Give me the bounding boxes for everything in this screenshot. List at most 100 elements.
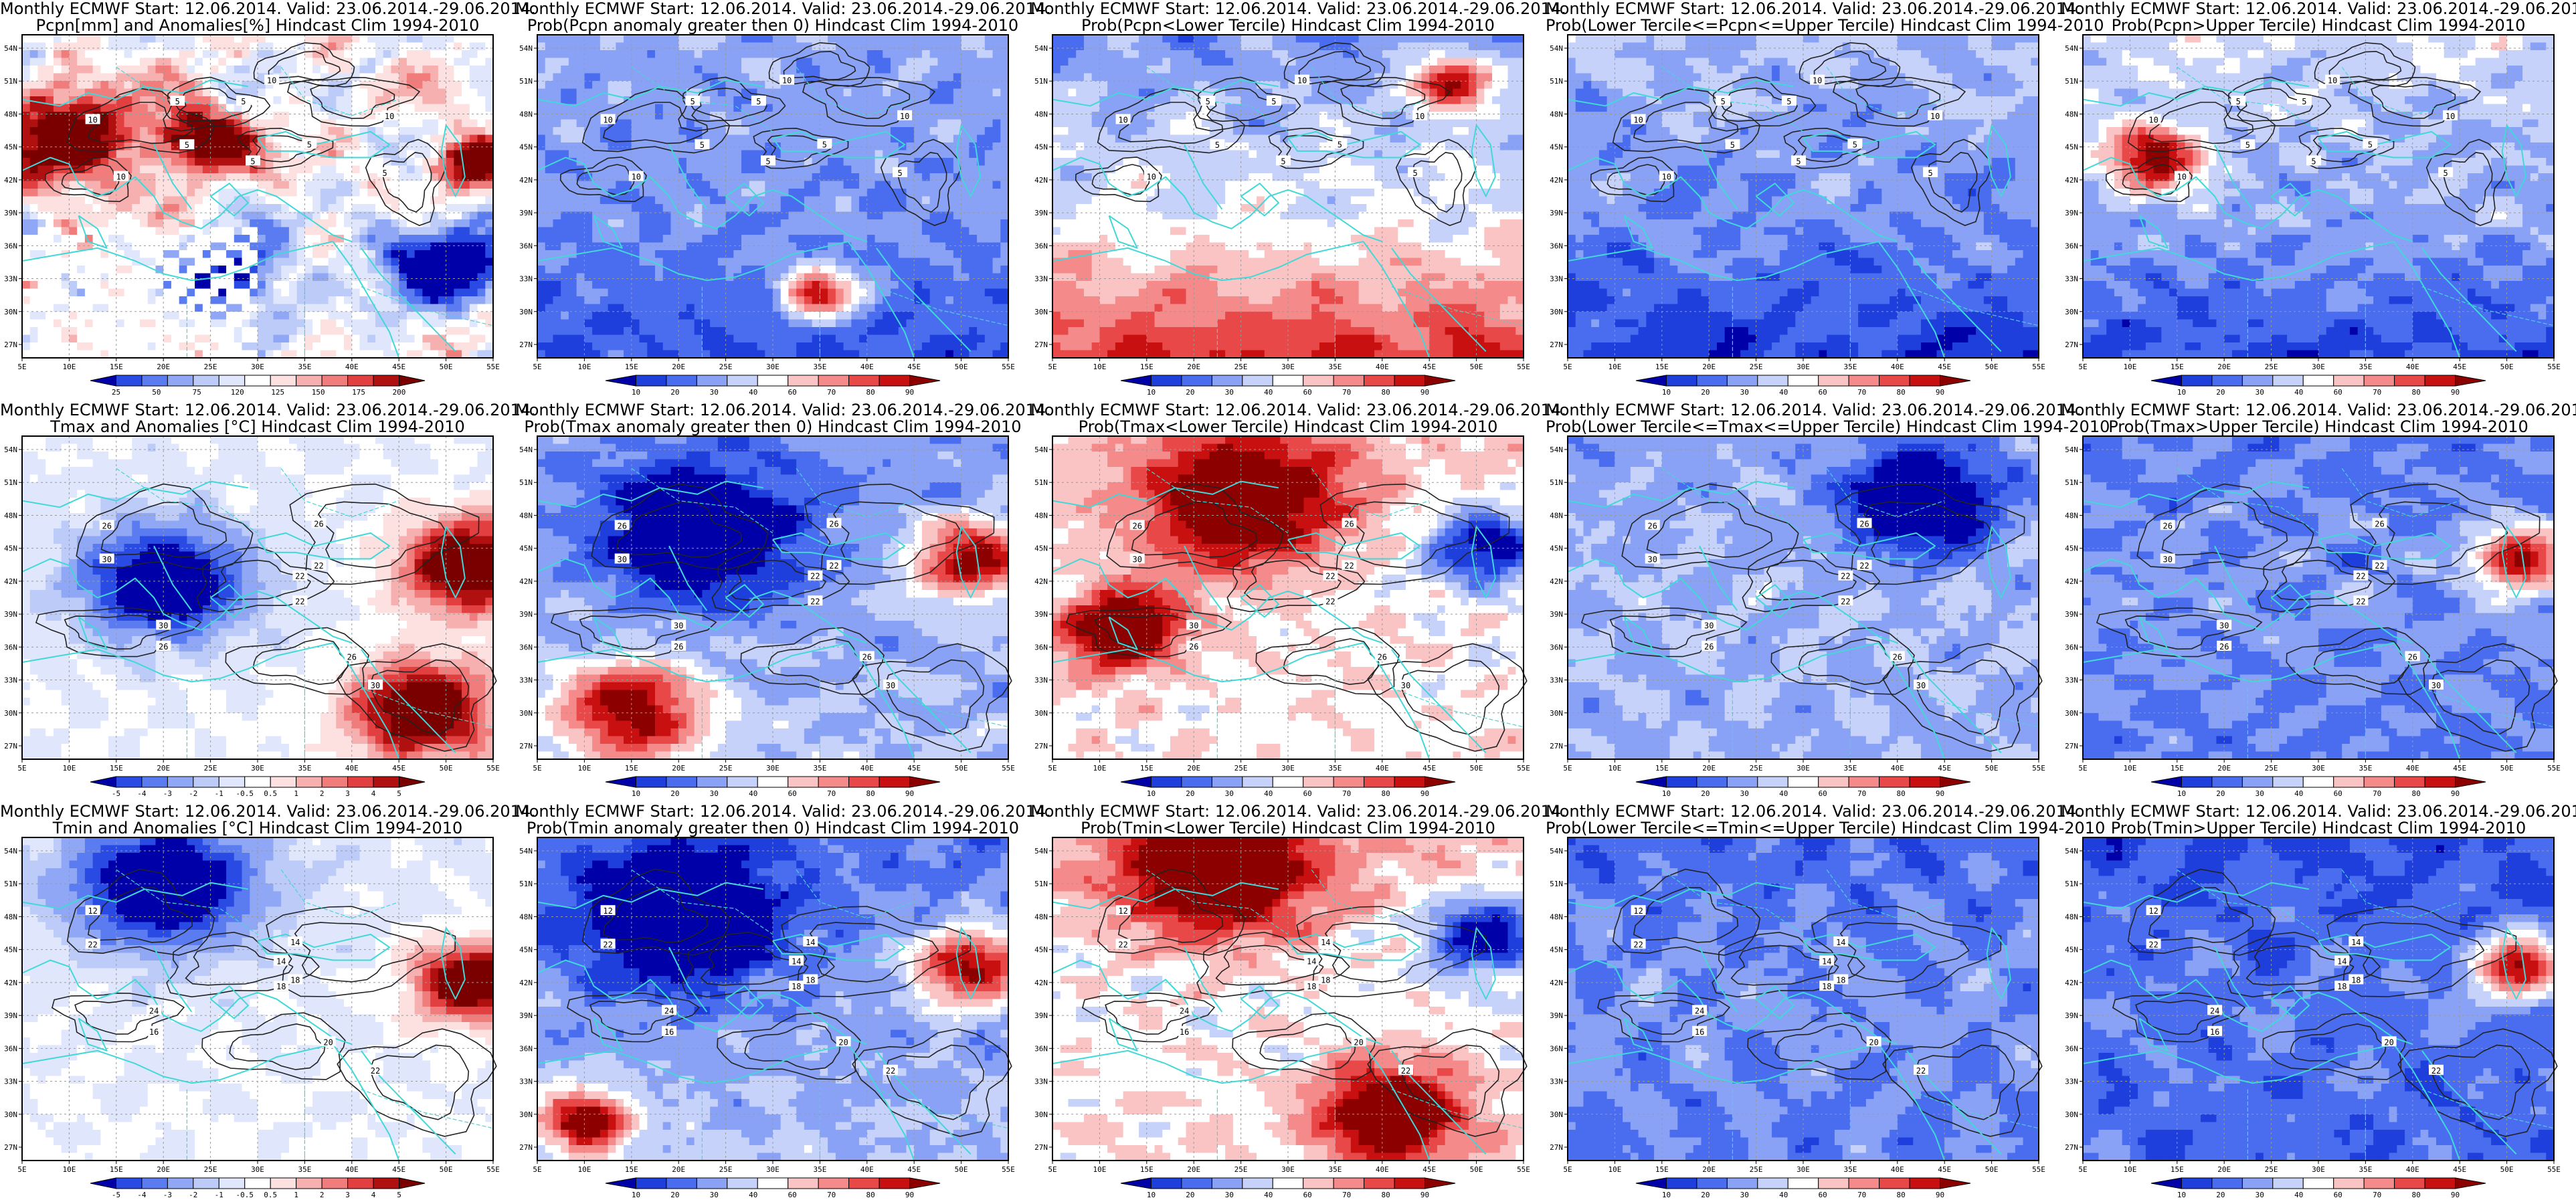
colorbar-segment [193,776,219,788]
colorbar-segment [2394,1177,2425,1189]
contour-label: 14 [2349,936,2364,947]
contour-label-text: 10 [1415,112,1424,121]
contour-label: 10 [113,171,128,182]
colorbar-segment [1787,1177,1819,1189]
lon-tick-label: 55E [2547,764,2561,773]
contour-label: 22 [1838,570,1853,581]
colorbar-segment [321,776,349,788]
contour-label-text: 5 [822,140,827,149]
map-prob-tmax-upper: 26 22 22 26 30 26 30 22 26 30 5E 10E 15E 20E 25E 30E 35E… [2065,435,2561,798]
lat-tick-label: 54N [1034,445,1048,454]
contour-label: 14 [1833,936,1849,947]
contour-label-text: 22 [2148,940,2158,949]
lat-tick-label: 42N [2065,577,2078,586]
colorbar-segment [2150,776,2182,788]
contour-label-text: 22 [1859,561,1869,571]
colorbar-tick-label: 30 [2256,1191,2264,1199]
contour-label: 26 [344,651,359,662]
colorbar-tick-label: 30 [1740,789,1749,798]
contour-label-text: 10 [1118,116,1127,125]
colorbar-segment [141,375,168,387]
lat-tick-label: 51N [4,880,17,888]
contour-label: 5 [761,155,775,166]
colorbar-tick-label: 50 [152,388,161,397]
chart-panel-prob-tmin-middle: Monthly ECMWF Start: 12.06.2014. Valid: … [1546,803,2105,1204]
contour-labels: 10 5 5 10 5 10 10 5 5 5 [600,74,913,182]
contour-label: 26 [1890,651,1905,662]
lat-tick-label: 27N [1550,742,1563,750]
colorbar-segment [1303,776,1334,788]
colorbar-segment [1909,1177,1941,1189]
lon-tick-label: 30E [1797,363,1810,371]
axis-ticks: 5E 10E 15E 20E 25E 30E 35E 40E 45E 50E 55E 54N 51N 48… [2065,44,2561,371]
map-coastlines [1052,79,1496,359]
lon-tick-label: 20E [2217,363,2231,371]
contour-label: 30 [156,619,171,631]
lon-tick-label: 55E [2032,1165,2045,1174]
contour-label-text: 20 [1869,1037,1878,1047]
chart-title: Prob(Tmin anomaly greater then 0) Hindca… [515,819,1030,837]
lat-tick-label: 33N [1550,275,1563,284]
lon-tick-label: 20E [1187,1165,1200,1174]
colorbar-tick-label: 5 [397,789,401,798]
contour-label: 5 [2240,139,2256,150]
contour-label-text: 14 [1321,938,1330,947]
contour-label: 5 [1716,96,1731,106]
lon-tick-label: 5E [1563,764,1572,773]
map-contours [44,42,446,226]
contour-label-text: 22 [1401,1066,1410,1076]
contour-label: 26 [1645,520,1660,530]
colorbar-segment [848,1177,880,1189]
colorbar-segment [1848,1177,1880,1189]
lon-tick-label: 25E [204,363,217,371]
colorbar-segment [347,375,374,387]
contour-label-text: 20 [838,1037,848,1047]
lon-tick-label: 20E [157,363,170,371]
contour-label: 10 [2174,171,2189,182]
lat-tick-label: 48N [2065,511,2078,520]
contour-label: 22 [1323,570,1338,581]
contour-label-text: 18 [290,976,300,985]
contour-label-text: 10 [2446,112,2455,121]
colorbar-tick-label: -4 [137,789,147,798]
lat-tick-label: 51N [2065,77,2078,86]
lon-tick-label: 20E [672,363,685,371]
colorbar-segment [373,1177,400,1189]
colorbar-tick-label: 10 [1147,1191,1156,1199]
colorbar-tick-label: 10 [2177,1191,2186,1199]
colorbar-segment [1150,1177,1182,1189]
colorbar-tick-label: 60 [1303,1191,1312,1199]
contour-label: 26 [2405,651,2420,662]
lon-tick-label: 15E [1655,363,1669,371]
contour-label-text: 5 [1281,157,1285,166]
contour-label: 30 [99,553,114,565]
contour-label-text: 10 [88,116,97,125]
lat-tick-label: 36N [2065,1044,2078,1053]
contour-label: 22 [2146,938,2161,949]
contour-label-text: 10 [782,76,792,86]
contour-label-text: 5 [307,140,312,149]
colorbar-segment [1120,776,1152,788]
colorbar-segment [1364,375,1395,387]
colorbar-segment [2181,375,2213,387]
lat-tick-label: 51N [1034,77,1048,86]
colorbar-segment [1787,776,1819,788]
colorbar-segment [635,776,667,788]
chart-panel-prob-tmin-upper: Monthly ECMWF Start: 12.06.2014. Valid: … [2061,803,2576,1204]
lon-tick-label: 30E [251,363,264,371]
contour-label-text: 5 [1206,97,1210,106]
map-gridlines [1052,35,1524,358]
contour-label-text: 18 [792,982,801,991]
colorbar-segment [1242,375,1273,387]
contour-label: 5 [377,167,393,178]
colorbar-segment [141,1177,168,1189]
contour-label: 22 [883,1064,898,1076]
lon-tick-label: 50E [955,764,968,773]
contour-label-text: 20 [1354,1037,1363,1047]
contour-label: 22 [1342,560,1357,571]
colorbar-segment [1394,776,1426,788]
map-contours [559,42,961,226]
colorbar-tick-label: 10 [632,789,640,798]
colorbar-segment [347,1177,374,1189]
colorbar-tick-label: 40 [749,388,757,397]
